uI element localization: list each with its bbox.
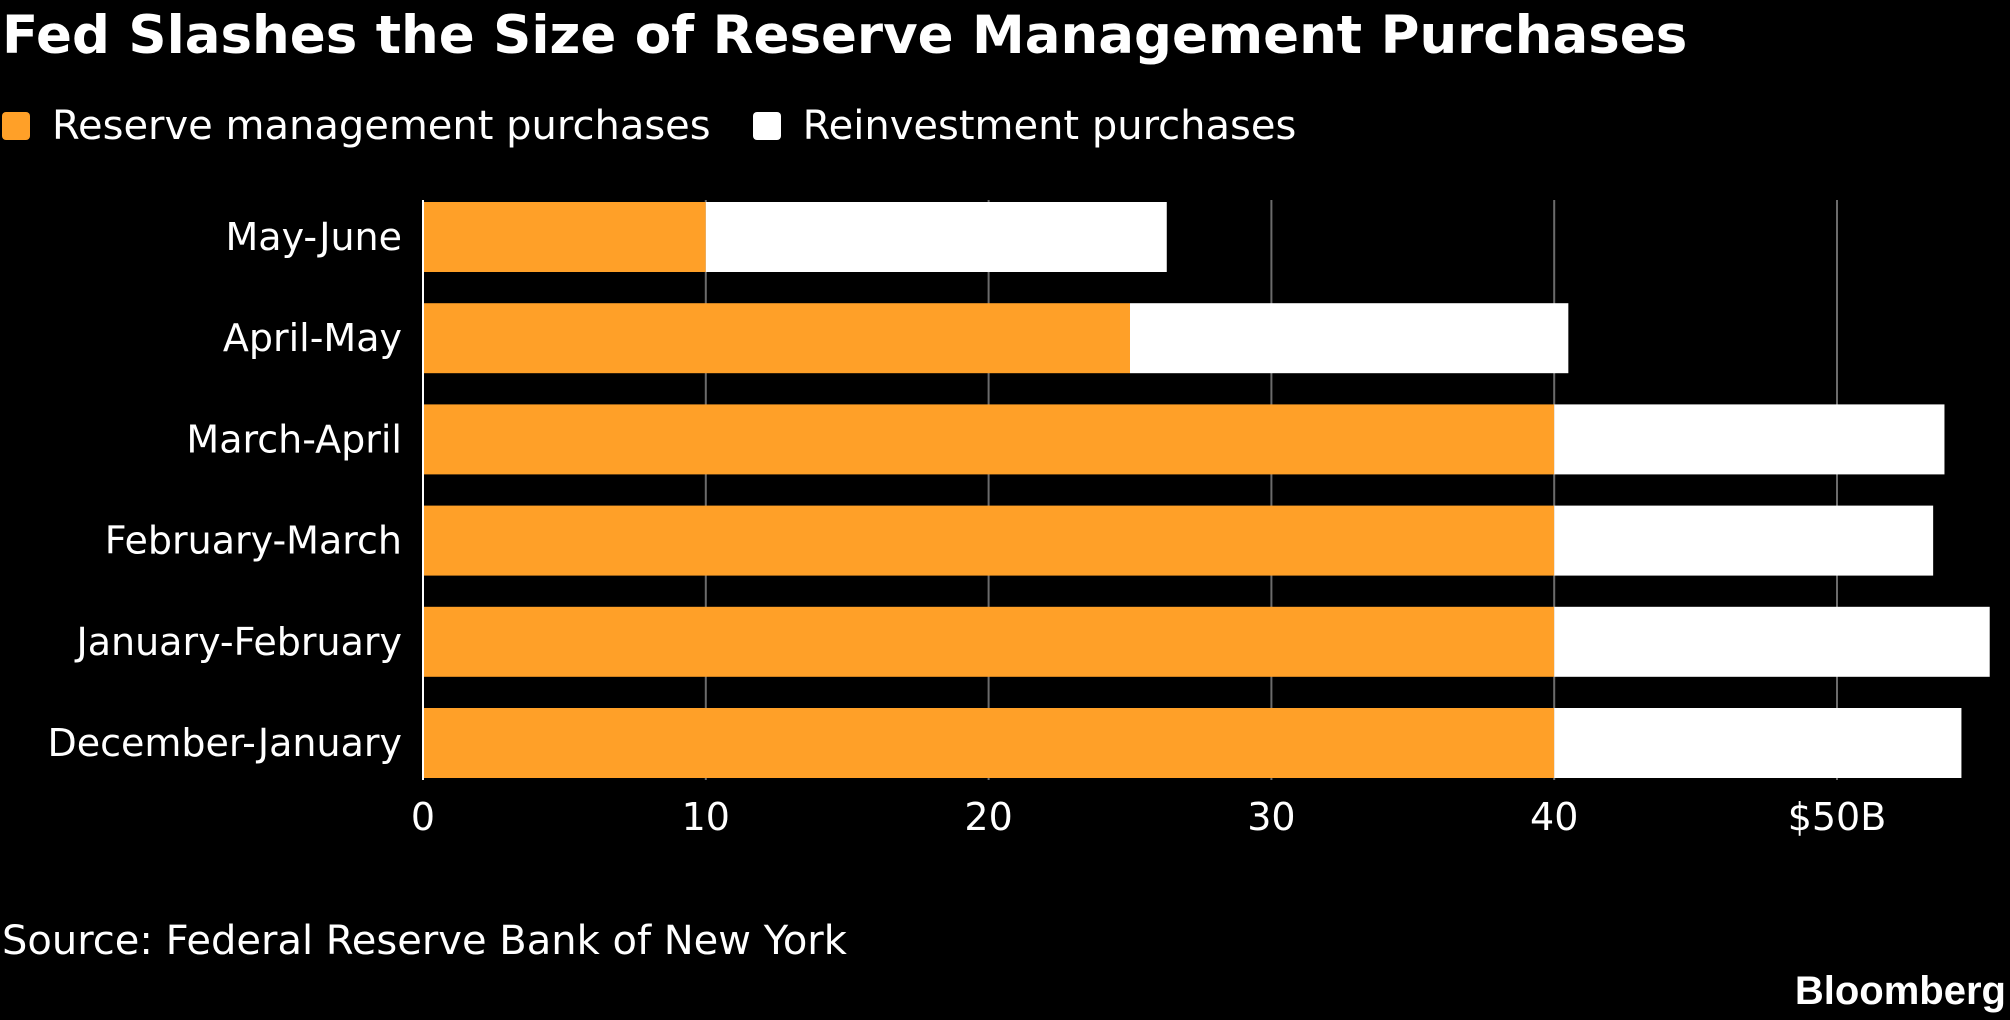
category-label-3: February-March xyxy=(105,519,402,563)
legend: Reserve management purchases Reinvestmen… xyxy=(2,100,1338,152)
source-note: Source: Federal Reserve Bank of New York xyxy=(2,918,847,964)
legend-item-reserve: Reserve management purchases xyxy=(2,103,711,149)
bar-reinvestment-2 xyxy=(1554,404,1945,475)
bloomberg-logo: Bloomberg xyxy=(1794,969,2006,1013)
x-tick-label-2: 20 xyxy=(964,795,1012,839)
bar-reserve-2 xyxy=(423,404,1555,475)
category-label-2: March-April xyxy=(186,417,402,461)
x-tick-label-4: 40 xyxy=(1530,795,1578,839)
x-tick-label-0: 0 xyxy=(411,795,435,839)
bar-reserve-0 xyxy=(423,202,706,272)
x-tick-label-3: 30 xyxy=(1247,795,1295,839)
bar-reinvestment-1 xyxy=(1130,303,1569,374)
legend-label-reinvestment: Reinvestment purchases xyxy=(802,103,1297,149)
bar-reinvestment-3 xyxy=(1554,505,1934,576)
bar-reserve-1 xyxy=(423,303,1130,374)
category-label-5: December-January xyxy=(47,721,402,765)
bar-chart: May-June April-May March-April February-Mar… xyxy=(47,200,1990,839)
category-label-0: May-June xyxy=(226,215,402,259)
bar-reserve-3 xyxy=(423,505,1555,576)
legend-item-reinvestment: Reinvestment purchases xyxy=(752,103,1297,149)
bar-reserve-5 xyxy=(423,708,1555,778)
category-label-4: January-February xyxy=(75,620,403,664)
x-tick-label-1: 10 xyxy=(682,795,730,839)
bar-reinvestment-5 xyxy=(1554,708,1962,778)
chart-title: Fed Slashes the Size of Reserve Manageme… xyxy=(2,5,1688,66)
bar-reinvestment-0 xyxy=(705,202,1167,272)
x-tick-label-5: $50B xyxy=(1788,795,1887,839)
legend-swatch-reinvestment xyxy=(752,112,781,140)
legend-label-reserve: Reserve management purchases xyxy=(52,103,711,149)
legend-swatch-reserve xyxy=(2,112,30,140)
bar-reserve-4 xyxy=(423,606,1555,677)
category-label-1: April-May xyxy=(223,316,402,360)
bar-reinvestment-4 xyxy=(1554,606,1990,677)
